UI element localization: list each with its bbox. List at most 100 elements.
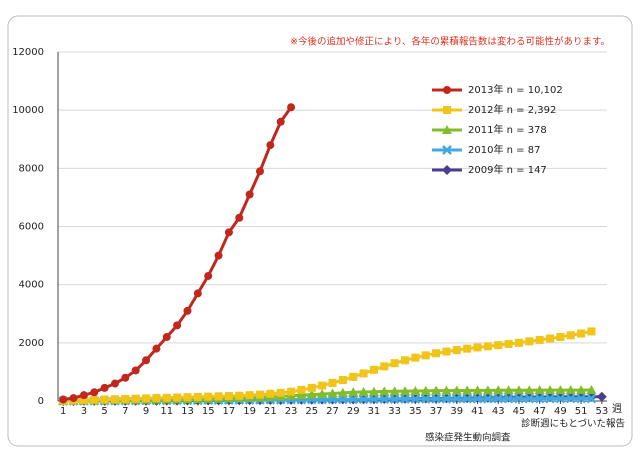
marker: [287, 387, 296, 396]
marker: [577, 329, 586, 338]
marker: [327, 388, 338, 398]
marker: [245, 391, 254, 400]
marker: [534, 393, 545, 404]
legend-label: 2010年 n = 87: [468, 143, 540, 156]
marker: [59, 395, 68, 404]
x-tick-label: 15: [202, 406, 215, 417]
marker: [379, 386, 390, 396]
marker: [473, 343, 482, 352]
marker: [266, 141, 275, 150]
x-tick-label: 25: [305, 406, 318, 417]
x-tick-label: 17: [223, 406, 236, 417]
marker: [400, 386, 411, 396]
marker: [121, 394, 130, 403]
x-tick-label: 51: [575, 406, 588, 417]
marker: [358, 386, 369, 396]
x-tick-label: 31: [368, 406, 381, 417]
marker: [432, 349, 441, 358]
marker: [576, 385, 587, 395]
marker: [162, 333, 171, 342]
marker: [204, 271, 213, 280]
marker: [482, 385, 493, 395]
marker: [443, 106, 451, 114]
marker: [173, 393, 182, 402]
x-axis-label: 週: [612, 403, 622, 415]
x-tick-label: 43: [492, 406, 505, 417]
marker: [441, 393, 452, 404]
marker: [411, 353, 420, 362]
marker: [555, 393, 566, 404]
marker: [493, 393, 504, 404]
marker: [379, 394, 390, 405]
marker: [421, 351, 430, 360]
x-tick-label: 29: [347, 406, 360, 417]
marker: [586, 385, 597, 395]
x-tick-label: 41: [471, 406, 484, 417]
x-tick-label: 1: [60, 406, 66, 417]
x-tick-label: 37: [430, 406, 443, 417]
x-tick-label: 53: [595, 406, 608, 417]
marker: [587, 327, 596, 336]
marker: [266, 389, 275, 398]
marker: [100, 395, 109, 404]
marker: [410, 385, 421, 395]
legend-label: 2012年 n = 2,392: [468, 103, 556, 116]
x-tick-label: 27: [326, 406, 339, 417]
marker: [463, 344, 472, 353]
marker: [173, 321, 182, 330]
marker: [503, 393, 514, 404]
legend-label: 2011年 n = 378: [468, 123, 547, 136]
marker: [69, 394, 78, 403]
marker: [79, 391, 88, 400]
marker: [400, 394, 410, 404]
marker: [152, 344, 161, 353]
marker: [348, 394, 359, 405]
marker: [596, 391, 607, 402]
marker: [110, 379, 119, 388]
marker: [183, 306, 192, 315]
marker: [482, 393, 493, 404]
marker: [142, 394, 151, 403]
marker: [193, 392, 202, 401]
marker: [90, 388, 99, 397]
marker: [442, 145, 452, 155]
marker: [235, 213, 244, 222]
marker: [462, 385, 473, 395]
x-tick-label: 7: [122, 406, 128, 417]
marker: [524, 385, 535, 395]
marker: [162, 393, 171, 402]
marker: [493, 385, 504, 395]
marker: [337, 387, 348, 397]
marker: [152, 394, 161, 403]
marker: [348, 387, 359, 397]
source: 感染症発生動向調査: [425, 432, 511, 444]
marker: [296, 390, 307, 400]
marker: [545, 385, 556, 395]
x-tick-label: 11: [160, 406, 173, 417]
source: 診断週にもとづいた報告: [521, 418, 625, 430]
x-tick-label: 21: [264, 406, 277, 417]
marker: [389, 394, 400, 404]
y-tick-label: 0: [38, 396, 44, 407]
marker: [255, 390, 264, 399]
marker: [441, 385, 452, 395]
marker: [431, 393, 441, 404]
y-tick-label: 4000: [19, 280, 44, 291]
marker: [276, 117, 285, 126]
marker: [503, 385, 514, 395]
marker: [565, 385, 576, 395]
marker: [545, 393, 555, 404]
marker: [565, 393, 576, 404]
x-tick-label: 35: [409, 406, 422, 417]
marker: [513, 385, 524, 395]
x-tick-label: 33: [388, 406, 401, 417]
marker: [442, 125, 452, 134]
x-tick-label: 5: [101, 406, 107, 417]
x-tick-label: 13: [181, 406, 194, 417]
y-tick-label: 8000: [19, 163, 44, 174]
marker: [100, 383, 109, 392]
marker: [420, 394, 431, 404]
marker: [369, 394, 379, 405]
marker: [472, 393, 483, 404]
x-tick-label: 45: [513, 406, 526, 417]
